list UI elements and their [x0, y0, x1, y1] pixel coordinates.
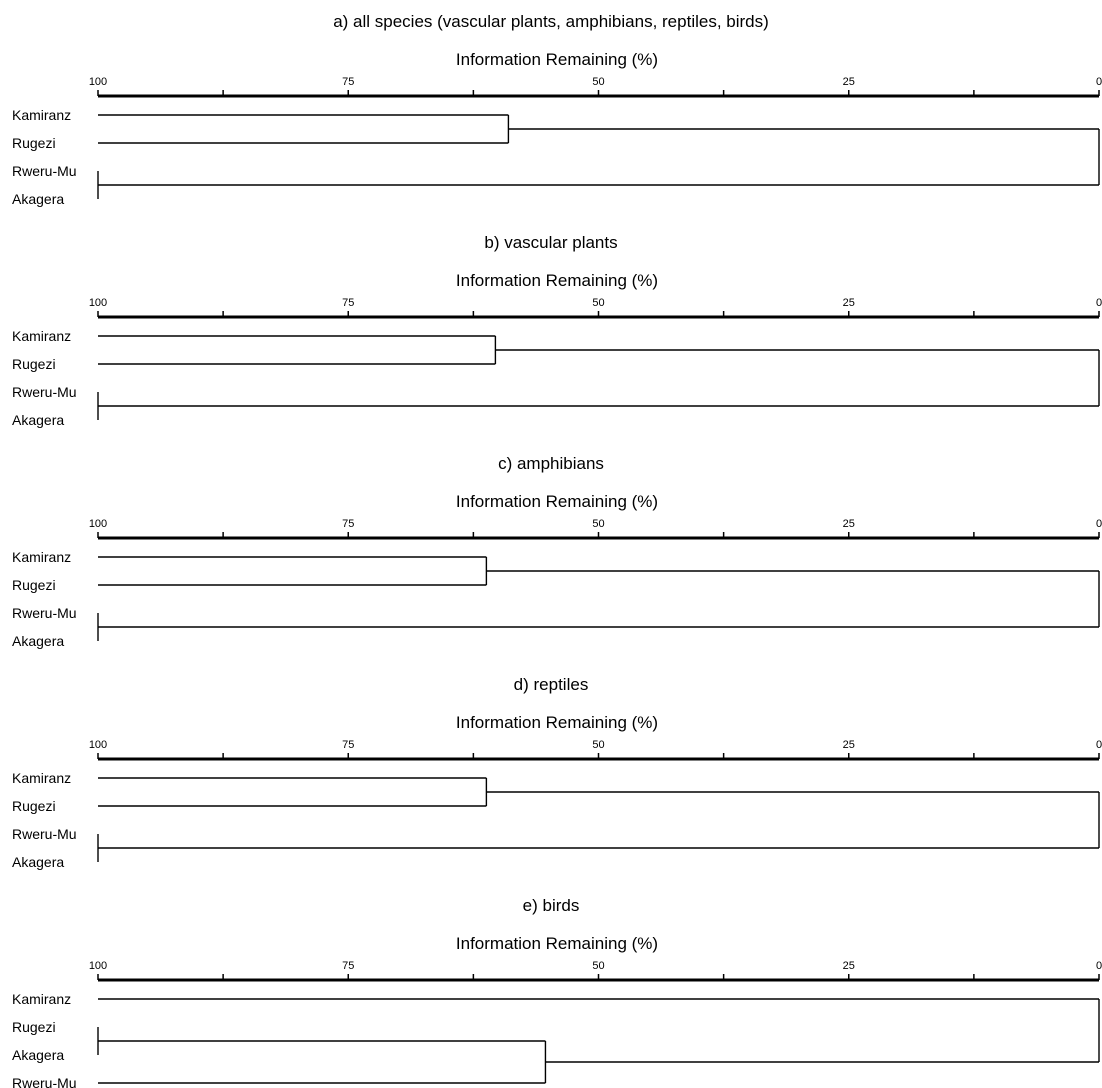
x-tick-label: 50 — [592, 960, 604, 972]
x-tick-label: 0 — [1096, 960, 1102, 972]
leaf-label: Akagera — [12, 191, 64, 207]
x-tick-label: 25 — [843, 297, 855, 309]
x-tick-label: 75 — [342, 739, 354, 751]
panel-title: c) amphibians — [498, 454, 604, 473]
leaf-label: Rweru-Mu — [12, 826, 77, 842]
panel-title: e) birds — [523, 896, 580, 915]
leaf-label: Kamiranz — [12, 328, 71, 344]
panel-title: a) all species (vascular plants, amphibi… — [333, 12, 769, 31]
x-tick-label: 75 — [342, 76, 354, 88]
x-tick-label: 25 — [843, 76, 855, 88]
leaf-label: Kamiranz — [12, 991, 71, 1007]
x-axis-title: Information Remaining (%) — [456, 271, 658, 290]
x-tick-label: 75 — [342, 297, 354, 309]
x-tick-label: 100 — [89, 297, 107, 309]
x-tick-label: 25 — [843, 518, 855, 530]
leaf-label: Rweru-Mu — [12, 605, 77, 621]
x-tick-label: 0 — [1096, 739, 1102, 751]
x-tick-label: 75 — [342, 518, 354, 530]
leaf-label: Kamiranz — [12, 770, 71, 786]
x-tick-label: 50 — [592, 297, 604, 309]
x-tick-label: 100 — [89, 739, 107, 751]
x-axis-title: Information Remaining (%) — [456, 934, 658, 953]
x-axis-title: Information Remaining (%) — [456, 713, 658, 732]
dendrogram-panel: e) birds Information Remaining (%) 100 75 50… — [12, 896, 1102, 1088]
x-axis-title: Information Remaining (%) — [456, 492, 658, 511]
leaf-label: Kamiranz — [12, 107, 71, 123]
x-tick-label: 100 — [89, 960, 107, 972]
leaf-label: Rugezi — [12, 798, 56, 814]
x-axis-title: Information Remaining (%) — [456, 50, 658, 69]
leaf-label: Akagera — [12, 854, 64, 870]
dendrogram-panel: b) vascular plants Information Remaining … — [12, 233, 1102, 428]
dendrogram-panel: c) amphibians Information Remaining (%) 10… — [12, 454, 1102, 649]
leaf-label: Kamiranz — [12, 549, 71, 565]
x-tick-label: 100 — [89, 76, 107, 88]
leaf-label: Akagera — [12, 1047, 64, 1063]
leaf-label: Rweru-Mu — [12, 163, 77, 179]
leaf-label: Akagera — [12, 633, 64, 649]
leaf-label: Rweru-Mu — [12, 384, 77, 400]
x-tick-label: 100 — [89, 518, 107, 530]
dendrogram-panel: a) all species (vascular plants, amphibi… — [12, 12, 1102, 207]
x-tick-label: 50 — [592, 518, 604, 530]
x-tick-label: 75 — [342, 960, 354, 972]
dendrogram-panel: d) reptiles Information Remaining (%) 100 7… — [12, 675, 1102, 870]
x-tick-label: 0 — [1096, 76, 1102, 88]
x-tick-label: 25 — [843, 960, 855, 972]
x-tick-label: 50 — [592, 739, 604, 751]
panel-title: d) reptiles — [514, 675, 589, 694]
x-tick-label: 25 — [843, 739, 855, 751]
leaf-label: Rweru-Mu — [12, 1075, 77, 1088]
x-tick-label: 50 — [592, 76, 604, 88]
leaf-label: Rugezi — [12, 1019, 56, 1035]
leaf-label: Rugezi — [12, 356, 56, 372]
leaf-label: Rugezi — [12, 135, 56, 151]
panel-title: b) vascular plants — [484, 233, 617, 252]
x-tick-label: 0 — [1096, 518, 1102, 530]
x-tick-label: 0 — [1096, 297, 1102, 309]
leaf-label: Akagera — [12, 412, 64, 428]
leaf-label: Rugezi — [12, 577, 56, 593]
